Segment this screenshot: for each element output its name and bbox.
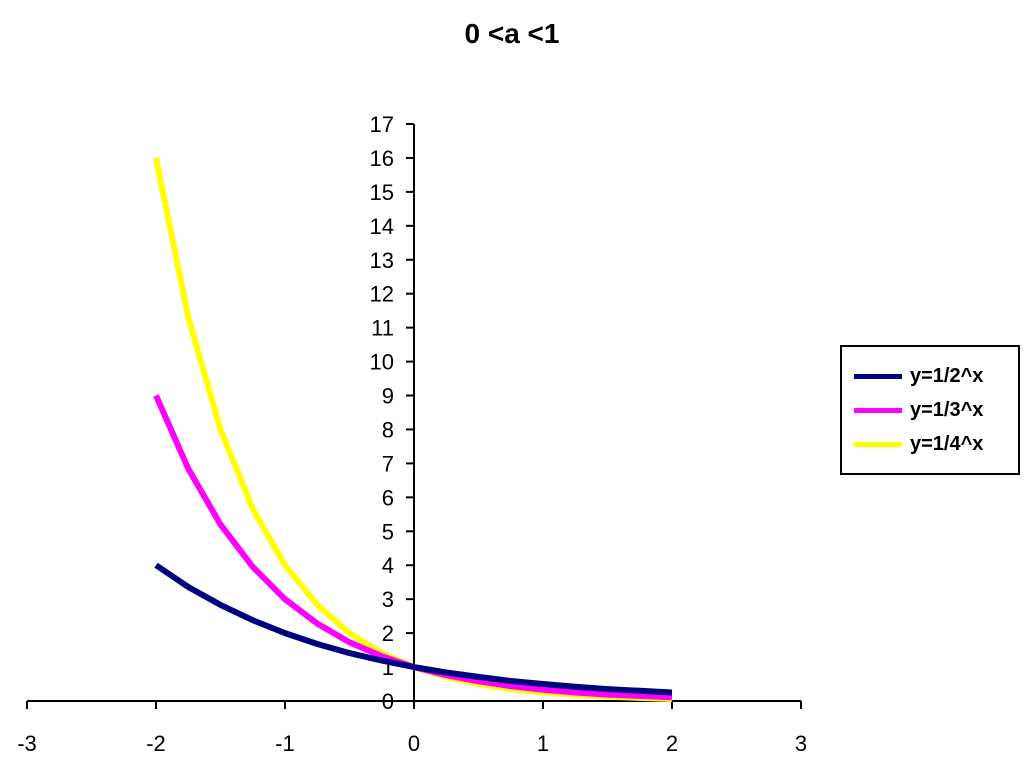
legend: y=1/2^x y=1/3^x y=1/4^x [840, 345, 1020, 475]
y-tick-label: 6 [382, 485, 394, 510]
x-tick-label: 0 [408, 731, 420, 756]
y-tick-label: 3 [382, 587, 394, 612]
legend-item-1: y=1/2^x [854, 359, 1018, 393]
series-line-1 [154, 562, 673, 696]
x-tick-label: -3 [17, 731, 37, 756]
y-tick-label: 14 [370, 214, 394, 239]
series-lines [153, 157, 673, 702]
y-tick-label: 9 [382, 384, 394, 409]
legend-swatch-2 [854, 407, 902, 413]
y-tick-label: 7 [382, 451, 394, 476]
legend-label-1: y=1/2^x [910, 364, 984, 387]
legend-item-2: y=1/3^x [854, 393, 1018, 427]
y-tick-label: 0 [382, 689, 394, 714]
x-tick-label: 2 [666, 731, 678, 756]
x-tick-label: -1 [275, 731, 295, 756]
y-tick-label: 17 [370, 112, 394, 137]
y-tick-label: 16 [370, 146, 394, 171]
y-tick-label: 11 [371, 316, 394, 341]
y-tick-label: 13 [370, 248, 394, 273]
legend-swatch-3 [854, 441, 902, 447]
y-tick-label: 10 [370, 350, 394, 375]
y-tick-label: 15 [370, 180, 394, 205]
chart-title: 0 <a <1 [464, 18, 560, 49]
legend-label-3: y=1/4^x [910, 432, 984, 455]
y-tick-label: 4 [382, 553, 394, 578]
y-tick-label: 2 [382, 621, 394, 646]
x-tick-label: 1 [537, 731, 549, 756]
legend-label-2: y=1/3^x [910, 398, 984, 421]
y-tick-label: 8 [382, 417, 394, 442]
legend-swatch-1 [854, 373, 902, 379]
x-tick-label: -2 [146, 731, 166, 756]
y-tick-label: 5 [382, 519, 394, 544]
x-tick-label: 3 [795, 731, 807, 756]
legend-item-3: y=1/4^x [854, 427, 1018, 461]
y-tick-label: 12 [370, 282, 394, 307]
